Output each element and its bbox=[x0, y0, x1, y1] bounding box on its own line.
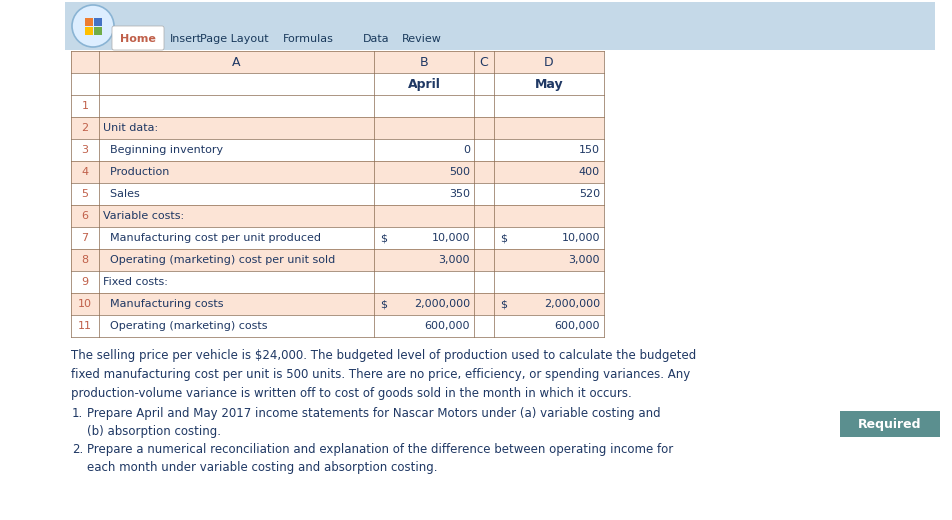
Text: Prepare a numerical reconciliation and explanation of the difference between ope: Prepare a numerical reconciliation and e… bbox=[87, 443, 673, 474]
Text: 1: 1 bbox=[82, 101, 89, 111]
Text: Page Layout: Page Layout bbox=[200, 34, 268, 44]
Bar bbox=[71, 249, 604, 271]
Text: Insert: Insert bbox=[170, 34, 202, 44]
Text: Prepare April and May 2017 income statements for Nascar Motors under (a) variabl: Prepare April and May 2017 income statem… bbox=[87, 407, 661, 438]
Text: 2,000,000: 2,000,000 bbox=[544, 299, 600, 309]
Text: Formulas: Formulas bbox=[283, 34, 333, 44]
FancyBboxPatch shape bbox=[112, 26, 164, 50]
Text: 5: 5 bbox=[82, 189, 89, 199]
Text: 9: 9 bbox=[82, 277, 89, 287]
Bar bbox=[71, 161, 604, 183]
Bar bbox=[93, 27, 102, 34]
Text: Unit data:: Unit data: bbox=[103, 123, 158, 133]
Text: 520: 520 bbox=[579, 189, 600, 199]
Bar bbox=[85, 18, 92, 25]
Text: 11: 11 bbox=[78, 321, 92, 331]
Text: The selling price per vehicle is $24,000. The budgeted level of production used : The selling price per vehicle is $24,000… bbox=[71, 349, 696, 400]
Text: 3,000: 3,000 bbox=[568, 255, 600, 265]
Text: Manufacturing costs: Manufacturing costs bbox=[103, 299, 224, 309]
Text: 500: 500 bbox=[449, 167, 470, 177]
Bar bbox=[71, 51, 604, 73]
Bar bbox=[65, 2, 935, 50]
Text: Fixed costs:: Fixed costs: bbox=[103, 277, 168, 287]
Text: 150: 150 bbox=[579, 145, 600, 155]
Ellipse shape bbox=[72, 5, 114, 47]
Text: 4: 4 bbox=[82, 167, 89, 177]
Text: D: D bbox=[545, 56, 554, 69]
Text: 2: 2 bbox=[82, 123, 89, 133]
Text: 10,000: 10,000 bbox=[431, 233, 470, 243]
Text: A: A bbox=[232, 56, 241, 69]
Bar bbox=[840, 411, 940, 437]
Text: Required: Required bbox=[859, 418, 922, 431]
Text: 600,000: 600,000 bbox=[425, 321, 470, 331]
Bar bbox=[71, 205, 604, 227]
Text: $: $ bbox=[380, 299, 387, 309]
Text: Sales: Sales bbox=[103, 189, 140, 199]
Bar bbox=[71, 293, 604, 315]
Text: 3,000: 3,000 bbox=[439, 255, 470, 265]
Text: 350: 350 bbox=[449, 189, 470, 199]
Text: May: May bbox=[535, 77, 564, 90]
Text: 10: 10 bbox=[78, 299, 92, 309]
Text: Operating (marketing) costs: Operating (marketing) costs bbox=[103, 321, 268, 331]
Text: Manufacturing cost per unit produced: Manufacturing cost per unit produced bbox=[103, 233, 321, 243]
Text: 2,000,000: 2,000,000 bbox=[414, 299, 470, 309]
Text: Variable costs:: Variable costs: bbox=[103, 211, 184, 221]
Bar bbox=[93, 18, 102, 25]
Bar bbox=[71, 117, 604, 139]
Text: 3: 3 bbox=[82, 145, 89, 155]
Text: 10,000: 10,000 bbox=[562, 233, 600, 243]
Text: $: $ bbox=[380, 233, 387, 243]
Text: $: $ bbox=[500, 233, 507, 243]
Text: 7: 7 bbox=[82, 233, 89, 243]
Text: B: B bbox=[420, 56, 428, 69]
Text: 400: 400 bbox=[579, 167, 600, 177]
Text: $: $ bbox=[500, 299, 507, 309]
Text: 8: 8 bbox=[82, 255, 89, 265]
Text: 600,000: 600,000 bbox=[554, 321, 600, 331]
Text: C: C bbox=[480, 56, 488, 69]
Text: Data: Data bbox=[363, 34, 389, 44]
Text: Beginning inventory: Beginning inventory bbox=[103, 145, 223, 155]
Text: Operating (marketing) cost per unit sold: Operating (marketing) cost per unit sold bbox=[103, 255, 335, 265]
Text: 6: 6 bbox=[82, 211, 89, 221]
Text: 0: 0 bbox=[463, 145, 470, 155]
Text: 1.: 1. bbox=[71, 407, 83, 420]
Text: Home: Home bbox=[120, 34, 156, 44]
Bar bbox=[85, 27, 92, 34]
Text: April: April bbox=[407, 77, 441, 90]
Text: Production: Production bbox=[103, 167, 169, 177]
Text: 2.: 2. bbox=[71, 443, 83, 456]
Text: Review: Review bbox=[402, 34, 442, 44]
